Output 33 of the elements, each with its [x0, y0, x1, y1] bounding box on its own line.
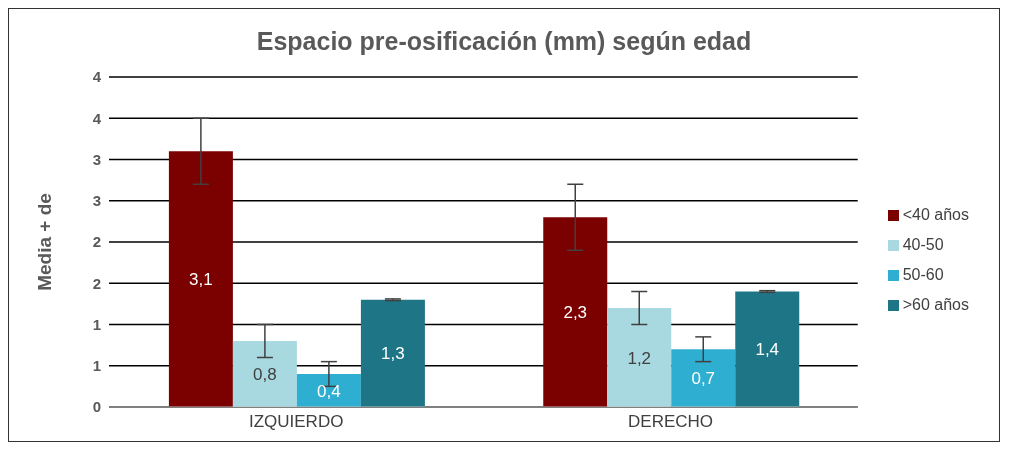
bar	[607, 308, 672, 407]
x-tick-label: DERECHO	[628, 412, 714, 432]
bar	[296, 374, 361, 407]
data-label: 3,1	[189, 270, 213, 290]
y-tick-label: 3	[92, 150, 101, 168]
y-axis-title: Media + de	[33, 193, 55, 291]
x-tick-label: IZQUIERDO	[248, 412, 344, 432]
data-label: 1,2	[627, 348, 652, 368]
data-label: 0,7	[691, 369, 716, 389]
y-tick-label: 1	[92, 357, 101, 375]
y-tick-label: 3	[92, 192, 101, 210]
data-label: 1,4	[755, 340, 780, 360]
y-tick-label: 4	[92, 109, 102, 127]
bar	[671, 349, 736, 407]
y-tick-label: 1	[92, 315, 101, 333]
data-label: 0,4	[317, 381, 341, 401]
data-label: 1,3	[381, 344, 405, 364]
y-tick-label: 2	[92, 274, 101, 292]
data-label: 2,3	[563, 303, 588, 323]
bar	[232, 341, 297, 407]
y-tick-label: 2	[92, 233, 101, 251]
chart-title: Espacio pre-osificación (mm) según edad	[255, 27, 753, 57]
legend-label: 50-60	[902, 265, 944, 283]
bar	[360, 299, 425, 407]
y-tick-label: 0	[92, 398, 101, 416]
legend-label: >60 años	[902, 295, 969, 313]
bar	[543, 217, 608, 407]
y-tick-label: 4	[92, 68, 102, 86]
legend-label: 40-50	[902, 235, 944, 253]
data-label: 0,8	[253, 365, 277, 385]
bar	[735, 291, 800, 407]
legend-label: <40 años	[902, 205, 969, 223]
bar	[168, 151, 233, 407]
